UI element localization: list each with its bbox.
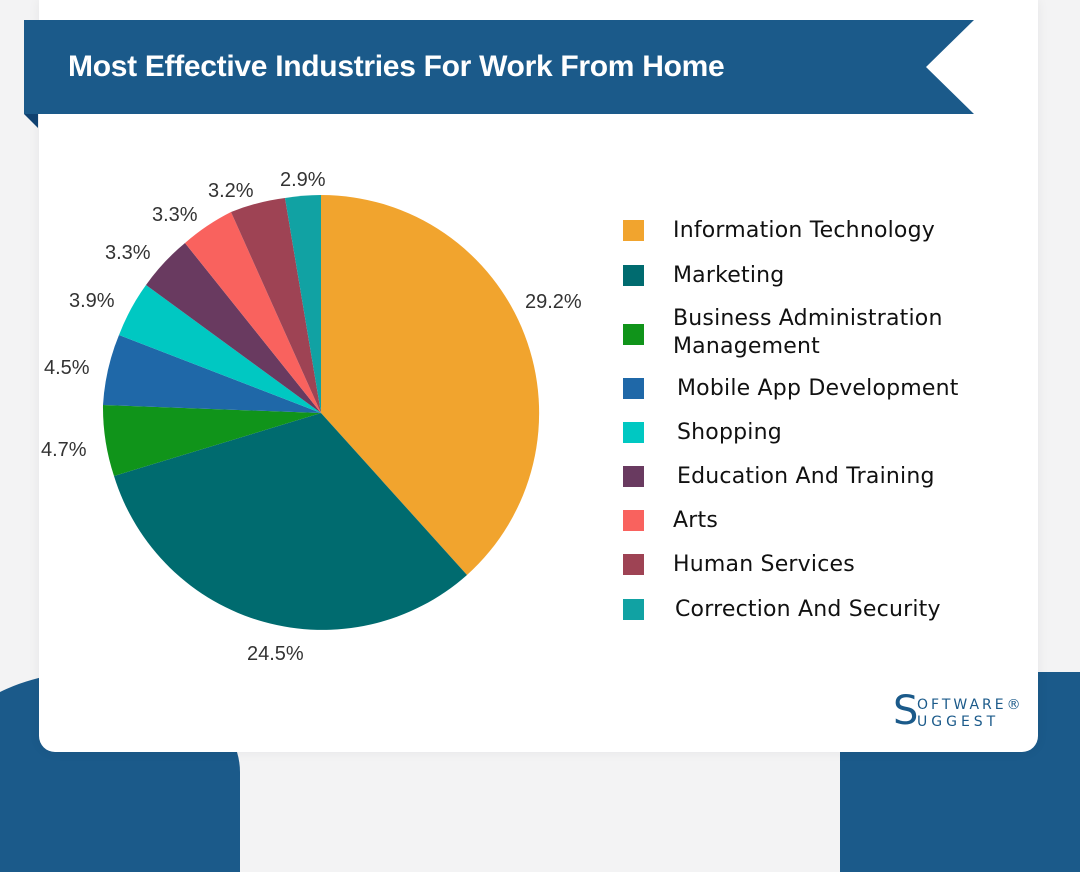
legend-swatch xyxy=(623,378,644,399)
legend-label: Business Administration xyxy=(673,306,943,331)
legend-label-line2: Management xyxy=(673,334,820,359)
legend-label: Marketing xyxy=(673,263,785,288)
slice-information-technology xyxy=(321,194,540,575)
slice-human-services xyxy=(231,198,321,413)
legend-swatch xyxy=(623,510,644,531)
logo-bottom-text: UGGEST xyxy=(917,714,1000,730)
legend-swatch xyxy=(623,265,644,286)
label-information-technology: 29.2% xyxy=(525,291,582,313)
label-arts: 3.3% xyxy=(152,204,198,226)
slice-mobile-app-development xyxy=(103,335,321,413)
legend-swatch xyxy=(623,554,644,575)
legend-label: Shopping xyxy=(677,420,782,445)
page-title: Most Effective Industries For Work From … xyxy=(68,50,725,83)
legend-label: Arts xyxy=(673,508,718,533)
ribbon-shape xyxy=(24,20,974,128)
legend-swatch xyxy=(623,220,644,241)
label-mobile-app-development: 4.5% xyxy=(44,357,90,379)
legend-label: Human Services xyxy=(673,552,855,577)
slice-business-administration xyxy=(102,405,321,476)
label-shopping: 3.9% xyxy=(69,290,115,312)
legend-label: Information Technology xyxy=(673,218,935,243)
logo-top-text: OFTWARE® xyxy=(917,697,1024,713)
legend-label: Correction And Security xyxy=(675,597,941,622)
legend-label: Mobile App Development xyxy=(677,376,959,401)
label-correction-and-security: 2.9% xyxy=(280,169,326,191)
slice-education-and-training xyxy=(146,243,321,413)
label-marketing: 24.5% xyxy=(247,643,304,665)
pie-chart: 29.2% 24.5% 4.7% 4.5% 3.9% 3.3% 3.3% 3.2… xyxy=(41,169,582,665)
legend-swatch xyxy=(623,324,644,345)
legend-label: Education And Training xyxy=(677,464,935,489)
label-education-and-training: 3.3% xyxy=(105,242,151,264)
slice-marketing xyxy=(114,413,467,630)
logo-letter: S xyxy=(893,688,919,734)
legend-swatch xyxy=(623,599,644,620)
slice-shopping xyxy=(119,285,321,413)
slice-correction-and-security xyxy=(285,195,321,413)
label-business-administration: 4.7% xyxy=(41,439,87,461)
title-banner: Most Effective Industries For Work From … xyxy=(24,20,974,128)
slice-arts xyxy=(185,212,321,413)
legend-swatch xyxy=(623,466,644,487)
legend-swatch xyxy=(623,422,644,443)
label-human-services: 3.2% xyxy=(208,180,254,202)
